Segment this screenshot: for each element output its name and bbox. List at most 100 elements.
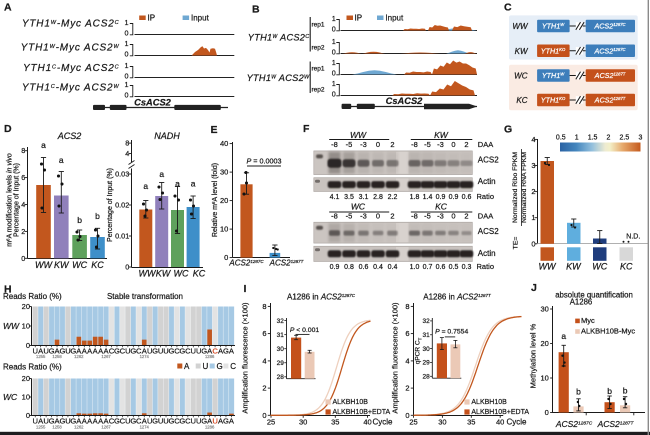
svg-text:G: G: [130, 347, 136, 356]
svg-text:-5: -5: [424, 140, 431, 149]
svg-text:-3: -3: [360, 212, 367, 221]
svg-text:4: 4: [405, 356, 409, 365]
svg-text:Amplification fluorescence (×1: Amplification fluorescence (×100): [391, 302, 400, 414]
svg-text:1: 1: [332, 37, 336, 46]
svg-text:YTH1W-Myc ACS2C: YTH1W-Myc ACS2C: [22, 19, 120, 30]
svg-text:C: C: [136, 417, 142, 426]
svg-text:G: G: [223, 417, 229, 426]
svg-text:20: 20: [22, 302, 30, 311]
svg-text:ACS21287C: ACS21287C: [593, 46, 626, 55]
svg-text:1.4: 1.4: [423, 194, 433, 201]
svg-text:1.5: 1.5: [588, 135, 598, 142]
svg-text:J: J: [531, 282, 537, 294]
svg-text:3: 3: [638, 135, 642, 142]
svg-text:10: 10: [22, 322, 30, 331]
svg-text:0: 0: [125, 49, 129, 58]
svg-text:0: 0: [125, 263, 129, 272]
svg-text:A1286: A1286: [570, 298, 593, 307]
svg-text:2: 2: [405, 384, 409, 393]
svg-text:absolute quantification: absolute quantification: [555, 291, 633, 300]
svg-text:a: a: [175, 179, 180, 189]
svg-text:ALKBH10B+EDTA: ALKBH10B+EDTA: [333, 409, 391, 416]
svg-text:ACS2: ACS2: [478, 156, 499, 165]
svg-text:10: 10: [220, 225, 228, 234]
svg-text:A: A: [93, 417, 99, 426]
svg-text:2: 2: [390, 140, 394, 149]
svg-text:0.9: 0.9: [330, 264, 340, 271]
svg-text:G: G: [201, 347, 207, 356]
svg-text:G: G: [201, 417, 207, 426]
svg-text:1286: 1286: [205, 354, 215, 359]
svg-text:1: 1: [332, 58, 336, 67]
svg-text:C: C: [185, 347, 191, 356]
svg-text:U: U: [125, 347, 130, 356]
svg-text:TE=: TE=: [513, 237, 520, 250]
svg-text:0: 0: [125, 28, 129, 37]
svg-text:A: A: [207, 417, 213, 426]
svg-text:G: G: [179, 347, 185, 356]
svg-text:1.8: 1.8: [410, 194, 420, 201]
svg-text:P < 0.001: P < 0.001: [290, 327, 320, 334]
svg-text:U: U: [196, 347, 201, 356]
svg-text:G: G: [49, 417, 55, 426]
svg-text:20: 20: [220, 196, 228, 205]
svg-text:Input: Input: [385, 14, 404, 23]
svg-text:b: b: [576, 387, 581, 397]
svg-text:0.4: 0.4: [388, 264, 398, 271]
svg-text:28: 28: [277, 374, 285, 381]
svg-text:YTH1W ACS2W: YTH1W ACS2W: [247, 73, 310, 83]
svg-text:b: b: [607, 386, 612, 396]
svg-text:KC: KC: [620, 262, 633, 272]
svg-text:G: G: [114, 417, 120, 426]
svg-text:1274: 1274: [140, 354, 150, 359]
svg-text:a: a: [59, 155, 64, 165]
svg-text:4.1: 4.1: [330, 194, 340, 201]
svg-text:U: U: [32, 347, 37, 356]
svg-text:A: A: [87, 417, 93, 426]
svg-text:WC: WC: [72, 260, 87, 270]
svg-text:I: I: [244, 283, 247, 295]
svg-text:C: C: [504, 2, 512, 14]
svg-text:G: G: [114, 347, 120, 356]
svg-text:Percentage of Input (%): Percentage of Input (%): [107, 168, 114, 242]
svg-text:0: 0: [332, 24, 336, 33]
svg-text:2: 2: [21, 227, 25, 236]
svg-text:Methylation level %: Methylation level %: [529, 323, 538, 388]
svg-text:2: 2: [531, 187, 535, 196]
svg-text:31: 31: [422, 332, 430, 339]
svg-text:2: 2: [390, 212, 394, 221]
svg-text:U: U: [196, 417, 201, 426]
svg-text:YTH1KO: YTH1KO: [541, 46, 566, 55]
svg-text:2.2: 2.2: [388, 194, 398, 201]
svg-text:40: 40: [496, 418, 504, 427]
svg-text:1258: 1258: [52, 354, 62, 359]
svg-text:1: 1: [332, 79, 336, 88]
svg-text:KW: KW: [566, 262, 582, 272]
svg-text:ACS21287C: ACS21287C: [228, 259, 264, 268]
svg-text:8: 8: [21, 146, 25, 155]
svg-text:C: C: [120, 417, 126, 426]
svg-text:A: A: [184, 362, 190, 371]
svg-text:29: 29: [422, 360, 430, 367]
svg-text:A: A: [98, 347, 104, 356]
svg-text:U: U: [32, 417, 37, 426]
svg-text:CsACS2: CsACS2: [386, 96, 424, 106]
svg-text:P = 0.7554: P = 0.7554: [435, 329, 468, 336]
svg-text:Myc: Myc: [581, 316, 595, 325]
svg-text:C: C: [136, 347, 142, 356]
svg-text:YTH1W-Myc ACS2W: YTH1W-Myc ACS2W: [21, 43, 120, 54]
svg-text:C: C: [230, 362, 236, 371]
svg-text:Cycle: Cycle: [507, 418, 528, 427]
svg-text:Input: Input: [191, 14, 210, 23]
svg-text:Ratio: Ratio: [477, 192, 495, 201]
svg-text:G: G: [217, 362, 223, 371]
svg-text:Percentage of Input (%): Percentage of Input (%): [13, 163, 20, 237]
svg-text:3: 3: [531, 161, 535, 170]
svg-text:0: 0: [531, 239, 535, 248]
svg-text:A: A: [207, 347, 213, 356]
svg-text:0.01: 0.01: [115, 232, 129, 241]
svg-text:0: 0: [332, 47, 336, 56]
svg-text:6: 6: [262, 329, 266, 338]
svg-text:A: A: [76, 417, 82, 426]
svg-text:2: 2: [464, 212, 468, 221]
